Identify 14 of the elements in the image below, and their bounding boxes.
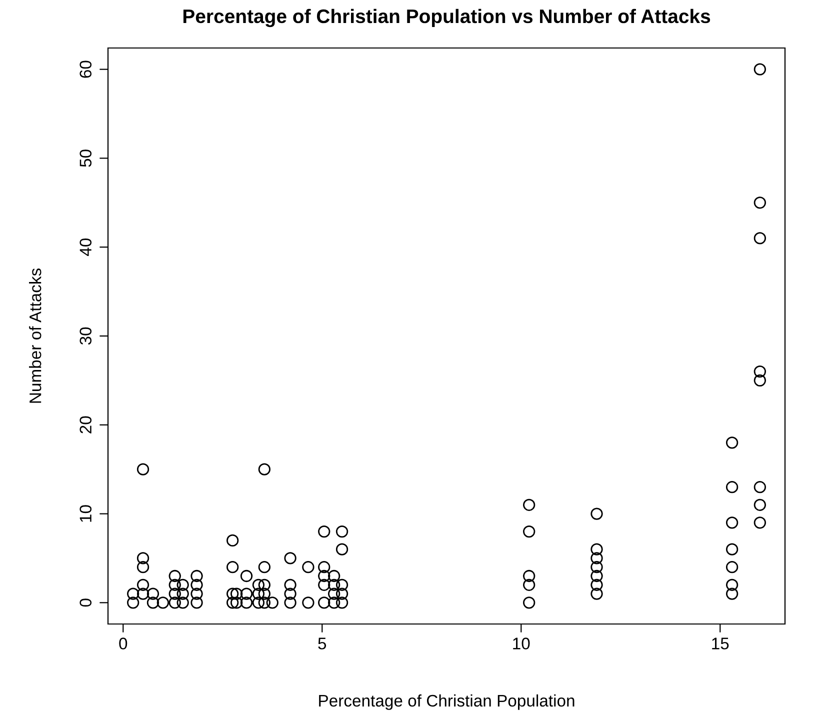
x-tick-label: 15 (712, 638, 729, 650)
y-tick-label: 10 (80, 505, 92, 522)
x-axis-title: Percentage of Christian Population (319, 694, 574, 710)
y-tick-label: 30 (80, 327, 92, 345)
x-tick-label: 10 (513, 638, 530, 650)
y-tick-label: 60 (80, 60, 92, 78)
y-tick-label: 50 (80, 150, 92, 167)
x-tick-label: 5 (318, 638, 326, 650)
x-tick-label: 0 (119, 638, 128, 650)
y-tick-label: 0 (80, 598, 92, 607)
y-tick-label: 20 (80, 416, 92, 434)
chart-title: Percentage of Christian Population vs Number of Attacks (183, 8, 710, 28)
y-tick-label: 40 (80, 238, 92, 256)
y-axis-title: Number of Attacks (29, 268, 42, 403)
